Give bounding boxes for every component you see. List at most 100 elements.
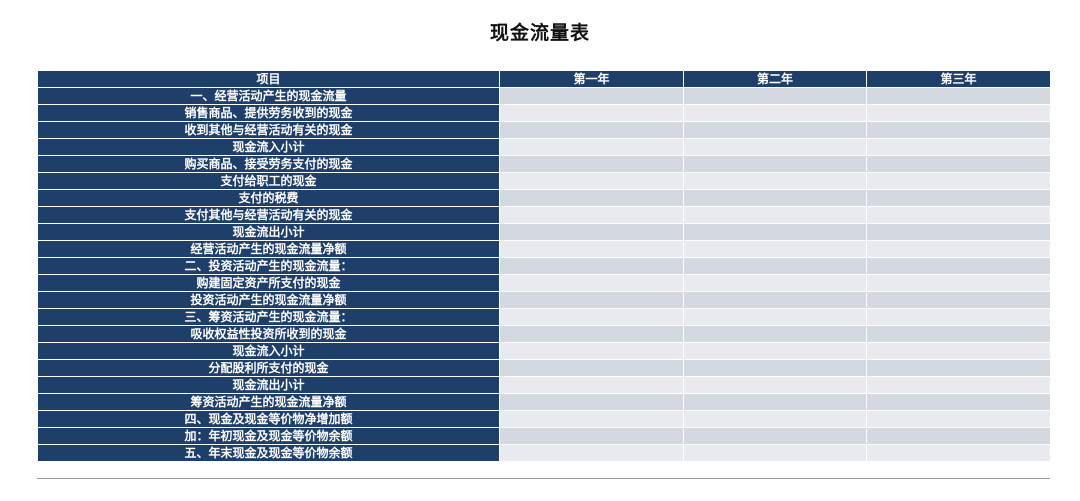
year-3-cell[interactable] xyxy=(866,376,1051,394)
column-header-year-2: 第二年 xyxy=(683,70,867,88)
year-3-cell[interactable] xyxy=(866,223,1051,241)
table-row: 购建固定资产所支付的现金 xyxy=(37,274,1051,292)
year-1-cell[interactable] xyxy=(499,342,684,360)
year-1-cell[interactable] xyxy=(499,393,684,411)
year-3-cell[interactable] xyxy=(866,308,1051,326)
row-item-label: 现金流入小计 xyxy=(37,342,500,360)
year-2-cell[interactable] xyxy=(683,376,867,394)
year-2-cell[interactable] xyxy=(683,87,867,105)
year-3-cell[interactable] xyxy=(866,444,1051,462)
table-row: 三、筹资活动产生的现金流量： xyxy=(37,308,1051,326)
year-2-cell[interactable] xyxy=(683,427,867,445)
year-3-cell[interactable] xyxy=(866,155,1051,173)
year-3-cell[interactable] xyxy=(866,325,1051,343)
year-1-cell[interactable] xyxy=(499,325,684,343)
table-row: 分配股利所支付的现金 xyxy=(37,359,1051,377)
year-2-cell[interactable] xyxy=(683,274,867,292)
year-2-cell[interactable] xyxy=(683,189,867,207)
table-row: 现金流入小计 xyxy=(37,342,1051,360)
year-1-cell[interactable] xyxy=(499,223,684,241)
year-2-cell[interactable] xyxy=(683,257,867,275)
year-1-cell[interactable] xyxy=(499,155,684,173)
table-row: 现金流出小计 xyxy=(37,376,1051,394)
year-2-cell[interactable] xyxy=(683,325,867,343)
table-row: 五、年末现金及现金等价物余额 xyxy=(37,444,1051,462)
year-2-cell[interactable] xyxy=(683,104,867,122)
year-3-cell[interactable] xyxy=(866,87,1051,105)
table-header-row: 项目 第一年 第二年 第三年 xyxy=(37,70,1051,88)
row-item-label: 吸收权益性投资所收到的现金 xyxy=(37,325,500,343)
year-1-cell[interactable] xyxy=(499,172,684,190)
year-1-cell[interactable] xyxy=(499,359,684,377)
year-3-cell[interactable] xyxy=(866,138,1051,156)
year-3-cell[interactable] xyxy=(866,393,1051,411)
year-3-cell[interactable] xyxy=(866,427,1051,445)
table-row: 收到其他与经营活动有关的现金 xyxy=(37,121,1051,139)
year-1-cell[interactable] xyxy=(499,291,684,309)
row-item-label: 现金流入小计 xyxy=(37,138,500,156)
year-1-cell[interactable] xyxy=(499,444,684,462)
year-1-cell[interactable] xyxy=(499,87,684,105)
year-3-cell[interactable] xyxy=(866,240,1051,258)
year-3-cell[interactable] xyxy=(866,172,1051,190)
year-2-cell[interactable] xyxy=(683,206,867,224)
year-2-cell[interactable] xyxy=(683,410,867,428)
row-item-label: 销售商品、提供劳务收到的现金 xyxy=(37,104,500,122)
table-row: 二、投资活动产生的现金流量： xyxy=(37,257,1051,275)
year-2-cell[interactable] xyxy=(683,342,867,360)
table-row: 支付其他与经营活动有关的现金 xyxy=(37,206,1051,224)
year-3-cell[interactable] xyxy=(866,291,1051,309)
year-1-cell[interactable] xyxy=(499,138,684,156)
year-1-cell[interactable] xyxy=(499,206,684,224)
year-2-cell[interactable] xyxy=(683,444,867,462)
row-item-label: 三、筹资活动产生的现金流量： xyxy=(37,308,500,326)
year-1-cell[interactable] xyxy=(499,240,684,258)
year-1-cell[interactable] xyxy=(499,410,684,428)
row-item-label: 支付其他与经营活动有关的现金 xyxy=(37,206,500,224)
year-2-cell[interactable] xyxy=(683,393,867,411)
year-1-cell[interactable] xyxy=(499,427,684,445)
row-item-label: 加：年初现金及现金等价物余额 xyxy=(37,427,500,445)
year-2-cell[interactable] xyxy=(683,223,867,241)
table-row: 筹资活动产生的现金流量净额 xyxy=(37,393,1051,411)
year-3-cell[interactable] xyxy=(866,104,1051,122)
year-3-cell[interactable] xyxy=(866,410,1051,428)
year-2-cell[interactable] xyxy=(683,291,867,309)
row-item-label: 现金流出小计 xyxy=(37,376,500,394)
year-2-cell[interactable] xyxy=(683,172,867,190)
year-1-cell[interactable] xyxy=(499,121,684,139)
year-3-cell[interactable] xyxy=(866,121,1051,139)
year-3-cell[interactable] xyxy=(866,274,1051,292)
row-item-label: 二、投资活动产生的现金流量： xyxy=(37,257,500,275)
year-2-cell[interactable] xyxy=(683,121,867,139)
row-item-label: 一、经营活动产生的现金流量 xyxy=(37,87,500,105)
year-2-cell[interactable] xyxy=(683,359,867,377)
table-row: 购买商品、接受劳务支付的现金 xyxy=(37,155,1051,173)
table-row: 加：年初现金及现金等价物余额 xyxy=(37,427,1051,445)
year-1-cell[interactable] xyxy=(499,274,684,292)
table-row: 支付的税费 xyxy=(37,189,1051,207)
table-body: 一、经营活动产生的现金流量 销售商品、提供劳务收到的现金 收到其他与经营活动有关的现… xyxy=(37,87,1051,462)
table-row: 吸收权益性投资所收到的现金 xyxy=(37,325,1051,343)
year-3-cell[interactable] xyxy=(866,206,1051,224)
row-item-label: 购买商品、接受劳务支付的现金 xyxy=(37,155,500,173)
year-1-cell[interactable] xyxy=(499,189,684,207)
year-3-cell[interactable] xyxy=(866,342,1051,360)
year-2-cell[interactable] xyxy=(683,308,867,326)
row-item-label: 现金流出小计 xyxy=(37,223,500,241)
year-3-cell[interactable] xyxy=(866,257,1051,275)
row-item-label: 收到其他与经营活动有关的现金 xyxy=(37,121,500,139)
year-1-cell[interactable] xyxy=(499,376,684,394)
year-1-cell[interactable] xyxy=(499,308,684,326)
year-2-cell[interactable] xyxy=(683,138,867,156)
year-3-cell[interactable] xyxy=(866,189,1051,207)
row-item-label: 分配股利所支付的现金 xyxy=(37,359,500,377)
column-header-year-3: 第三年 xyxy=(866,70,1051,88)
year-2-cell[interactable] xyxy=(683,155,867,173)
year-1-cell[interactable] xyxy=(499,257,684,275)
year-1-cell[interactable] xyxy=(499,104,684,122)
table-row: 一、经营活动产生的现金流量 xyxy=(37,87,1051,105)
table-row: 四、现金及现金等价物净增加额 xyxy=(37,410,1051,428)
year-3-cell[interactable] xyxy=(866,359,1051,377)
year-2-cell[interactable] xyxy=(683,240,867,258)
